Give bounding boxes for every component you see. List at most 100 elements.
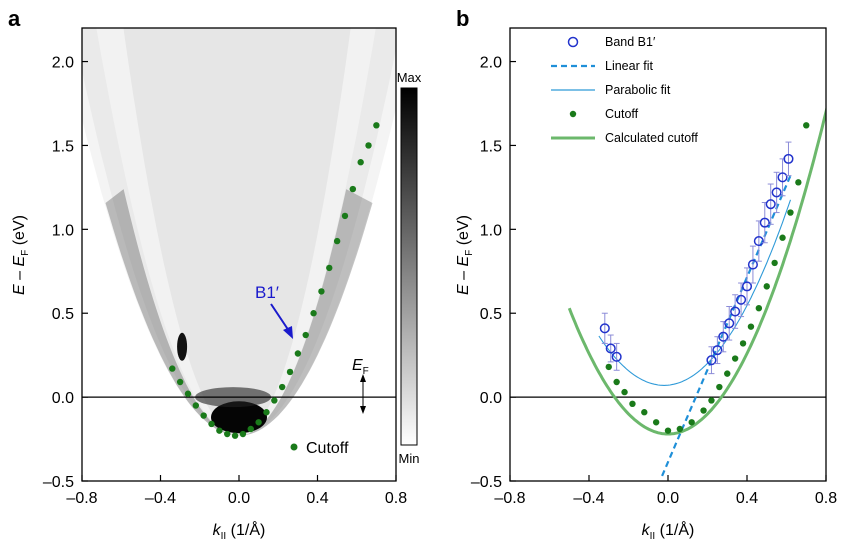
cutoff-point bbox=[184, 390, 192, 397]
cutoff-point bbox=[731, 355, 739, 362]
y-tick-label-a: 1.0 bbox=[52, 222, 74, 239]
y-tick-label-b: 2.0 bbox=[480, 55, 502, 72]
cutoff-point bbox=[708, 397, 715, 404]
cutoff-point bbox=[621, 388, 628, 396]
y-tick-label-a: 0.0 bbox=[52, 390, 74, 407]
fermi-arrow-down bbox=[360, 406, 366, 414]
cutoff-point bbox=[739, 340, 747, 347]
cutoff-point bbox=[318, 288, 325, 295]
band-b1-point bbox=[724, 318, 735, 329]
band-b1-arrow bbox=[270, 303, 290, 332]
band-b1-point bbox=[771, 187, 782, 198]
band-b1-point bbox=[706, 355, 717, 366]
heatmap-hotspot bbox=[211, 401, 267, 434]
y-tick-label-b: –0.5 bbox=[471, 474, 502, 491]
cutoff-point bbox=[231, 432, 239, 439]
y-tick-label-a: 2.0 bbox=[52, 55, 74, 72]
cutoff-point bbox=[176, 378, 184, 386]
cutoff-point bbox=[255, 419, 262, 426]
band-b1-point bbox=[765, 199, 776, 210]
band-b1-point bbox=[730, 306, 741, 317]
band-b1-point bbox=[777, 172, 788, 183]
x-tick-label-a: –0.4 bbox=[145, 490, 176, 507]
cutoff-point bbox=[605, 363, 612, 371]
band-b1-point bbox=[759, 217, 770, 228]
y-tick-label-a: –0.5 bbox=[43, 474, 74, 491]
cutoff-point bbox=[763, 283, 770, 290]
legend-b: Band B1′ Linear fit Parabolic fit Cutoff Cal… bbox=[551, 35, 698, 145]
band-b1-point bbox=[741, 281, 753, 292]
cutoff-point bbox=[787, 209, 794, 216]
band-b1-point bbox=[718, 331, 729, 342]
cutoff-point bbox=[629, 400, 636, 408]
heatmap-layer bbox=[123, 28, 351, 436]
cutoff-point bbox=[263, 409, 270, 416]
cutoff-point bbox=[755, 304, 763, 312]
cutoff-point bbox=[613, 378, 620, 386]
y-tick-label-b: 1.0 bbox=[480, 222, 502, 239]
band-b1-point bbox=[605, 343, 616, 354]
y-axis-label-b: E – EF (eV) bbox=[455, 215, 475, 295]
x-tick-label-a: –0.8 bbox=[66, 490, 97, 507]
cutoff-point bbox=[294, 350, 302, 357]
cutoff-point bbox=[310, 310, 317, 317]
heatmap-left-feature bbox=[177, 332, 188, 361]
x-tick-label-a: 0.4 bbox=[306, 490, 328, 507]
cutoff-point bbox=[795, 179, 802, 186]
legend-marker-cutoff bbox=[569, 110, 577, 118]
parabolic-fit-line bbox=[598, 199, 792, 386]
cutoff-point bbox=[302, 331, 309, 339]
cutoff-point bbox=[803, 122, 810, 129]
cutoff-point bbox=[216, 427, 223, 434]
band-b1-point bbox=[783, 153, 794, 164]
panel-a-label: a bbox=[8, 6, 21, 31]
legend-label: Calculated cutoff bbox=[605, 131, 698, 145]
cutoff-point bbox=[200, 412, 207, 419]
cutoff-point bbox=[365, 142, 372, 149]
fermi-label: EF bbox=[352, 357, 369, 377]
band-b1-point bbox=[753, 236, 764, 247]
y-tick-label-b: 0.0 bbox=[480, 390, 502, 407]
band-b1-label: B1′ bbox=[255, 283, 279, 302]
legend-label: Cutoff bbox=[605, 107, 639, 121]
cutoff-point bbox=[224, 430, 231, 438]
cutoff-point bbox=[271, 397, 278, 404]
legend-label: Band B1′ bbox=[605, 35, 656, 49]
cutoff-point bbox=[349, 185, 357, 193]
x-tick-label-b: 0.0 bbox=[657, 490, 679, 507]
heatmap-rim bbox=[242, 189, 373, 436]
y-tick-label-a: 1.5 bbox=[52, 138, 74, 155]
cutoff-point bbox=[779, 234, 786, 241]
band-b1-point bbox=[599, 323, 610, 334]
x-axis-label-a: kII (1/Å) bbox=[213, 520, 266, 542]
cutoff-point bbox=[373, 122, 380, 129]
colorbar-min-label: Min bbox=[399, 451, 420, 466]
cutoff-point bbox=[341, 212, 349, 220]
cutoff-point bbox=[747, 323, 755, 330]
x-tick-label-a: 0.8 bbox=[385, 490, 407, 507]
cutoff-point bbox=[357, 159, 364, 166]
cutoff-point bbox=[326, 264, 333, 272]
band-b1-point bbox=[712, 345, 723, 356]
cutoff-point bbox=[700, 407, 707, 414]
cutoff-point bbox=[239, 430, 247, 438]
x-tick-label-b: –0.8 bbox=[494, 490, 525, 507]
cutoff-point bbox=[641, 409, 648, 416]
cutoff-point bbox=[724, 370, 731, 377]
cutoff-point bbox=[208, 420, 215, 428]
x-tick-label-b: 0.8 bbox=[815, 490, 837, 507]
panel-b-label: b bbox=[456, 6, 469, 31]
calculated-cutoff-line bbox=[567, 105, 826, 436]
heatmap-rim bbox=[105, 189, 236, 436]
y-tick-label-b: 1.5 bbox=[480, 138, 502, 155]
legend-cutoff-marker-a bbox=[290, 443, 298, 451]
band-b1-point bbox=[611, 351, 622, 362]
cutoff-point bbox=[688, 419, 695, 426]
cutoff-point bbox=[716, 383, 723, 391]
fermi-arrow-up bbox=[360, 374, 366, 382]
legend-marker-band bbox=[567, 36, 579, 48]
cutoff-point bbox=[771, 259, 778, 267]
legend-label: Linear fit bbox=[605, 59, 653, 73]
x-tick-label-b: 0.4 bbox=[736, 490, 758, 507]
